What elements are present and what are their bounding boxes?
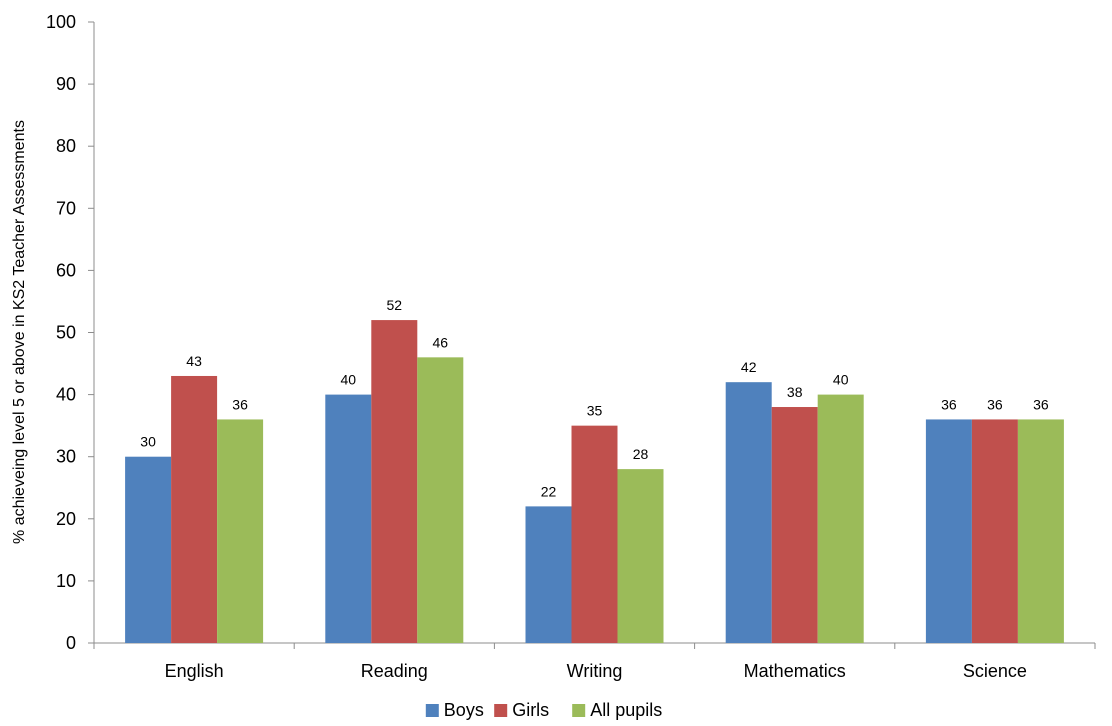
y-tick-label: 30	[56, 447, 76, 467]
x-tick-label: Science	[963, 661, 1027, 681]
bar-boys	[925, 419, 972, 643]
y-tick-label: 100	[46, 12, 76, 32]
bars	[125, 320, 1064, 643]
data-label: 36	[232, 396, 248, 412]
y-axis-title: % achieveing level 5 or above in KS2 Tea…	[11, 120, 28, 544]
bar-girls	[971, 419, 1018, 643]
data-label: 36	[1033, 396, 1049, 412]
data-label: 52	[387, 297, 403, 313]
bar-all-pupils	[217, 419, 264, 643]
data-label: 38	[787, 384, 803, 400]
axes: 0 10 20 30 40 50 60 70 80 90 100 English Reading Writ…	[46, 12, 1096, 681]
bar-girls	[571, 425, 618, 643]
data-label: 42	[741, 359, 757, 375]
y-tick-label: 60	[56, 260, 76, 280]
data-label: 36	[987, 396, 1003, 412]
x-tick-label: Mathematics	[744, 661, 846, 681]
y-tick-label: 20	[56, 509, 76, 529]
legend: Boys Girls All pupils	[425, 700, 662, 720]
data-label: 28	[633, 446, 649, 462]
bar-boys	[325, 394, 372, 643]
bar-girls	[771, 407, 818, 643]
bar-girls	[171, 375, 218, 643]
legend-label: Girls	[512, 700, 549, 720]
legend-swatch-all-pupils	[572, 704, 586, 717]
data-label: 35	[587, 403, 603, 419]
bar-boys	[125, 456, 172, 643]
x-tick-label: English	[165, 661, 224, 681]
bar-all-pupils	[417, 357, 464, 643]
y-tick-label: 40	[56, 385, 76, 405]
bar-boys	[525, 506, 572, 643]
data-label: 40	[833, 372, 849, 388]
data-label: 46	[433, 334, 449, 350]
bar-boys	[725, 382, 772, 643]
data-label: 30	[140, 434, 156, 450]
bar-all-pupils	[817, 394, 864, 643]
y-tick-label: 90	[56, 74, 76, 94]
y-tick-label: 0	[66, 633, 76, 653]
data-label: 40	[341, 372, 357, 388]
y-tick-label: 10	[56, 571, 76, 591]
x-tick-label: Reading	[361, 661, 428, 681]
y-tick-label: 80	[56, 136, 76, 156]
bar-all-pupils	[1017, 419, 1064, 643]
y-tick-label: 50	[56, 323, 76, 343]
y-tick-label: 70	[56, 198, 76, 218]
legend-label: Boys	[444, 700, 484, 720]
data-labels: 30 43 36 40 52 46 22 35 28 42 38 40 36 36 36	[140, 297, 1049, 499]
x-tick-label: Writing	[567, 661, 623, 681]
bar-girls	[371, 320, 418, 643]
data-label: 36	[941, 396, 957, 412]
bar-all-pupils	[617, 469, 664, 643]
legend-swatch-girls	[494, 704, 508, 717]
legend-label: All pupils	[590, 700, 662, 720]
data-label: 43	[186, 353, 202, 369]
data-label: 22	[541, 483, 557, 499]
legend-swatch-boys	[425, 704, 439, 717]
